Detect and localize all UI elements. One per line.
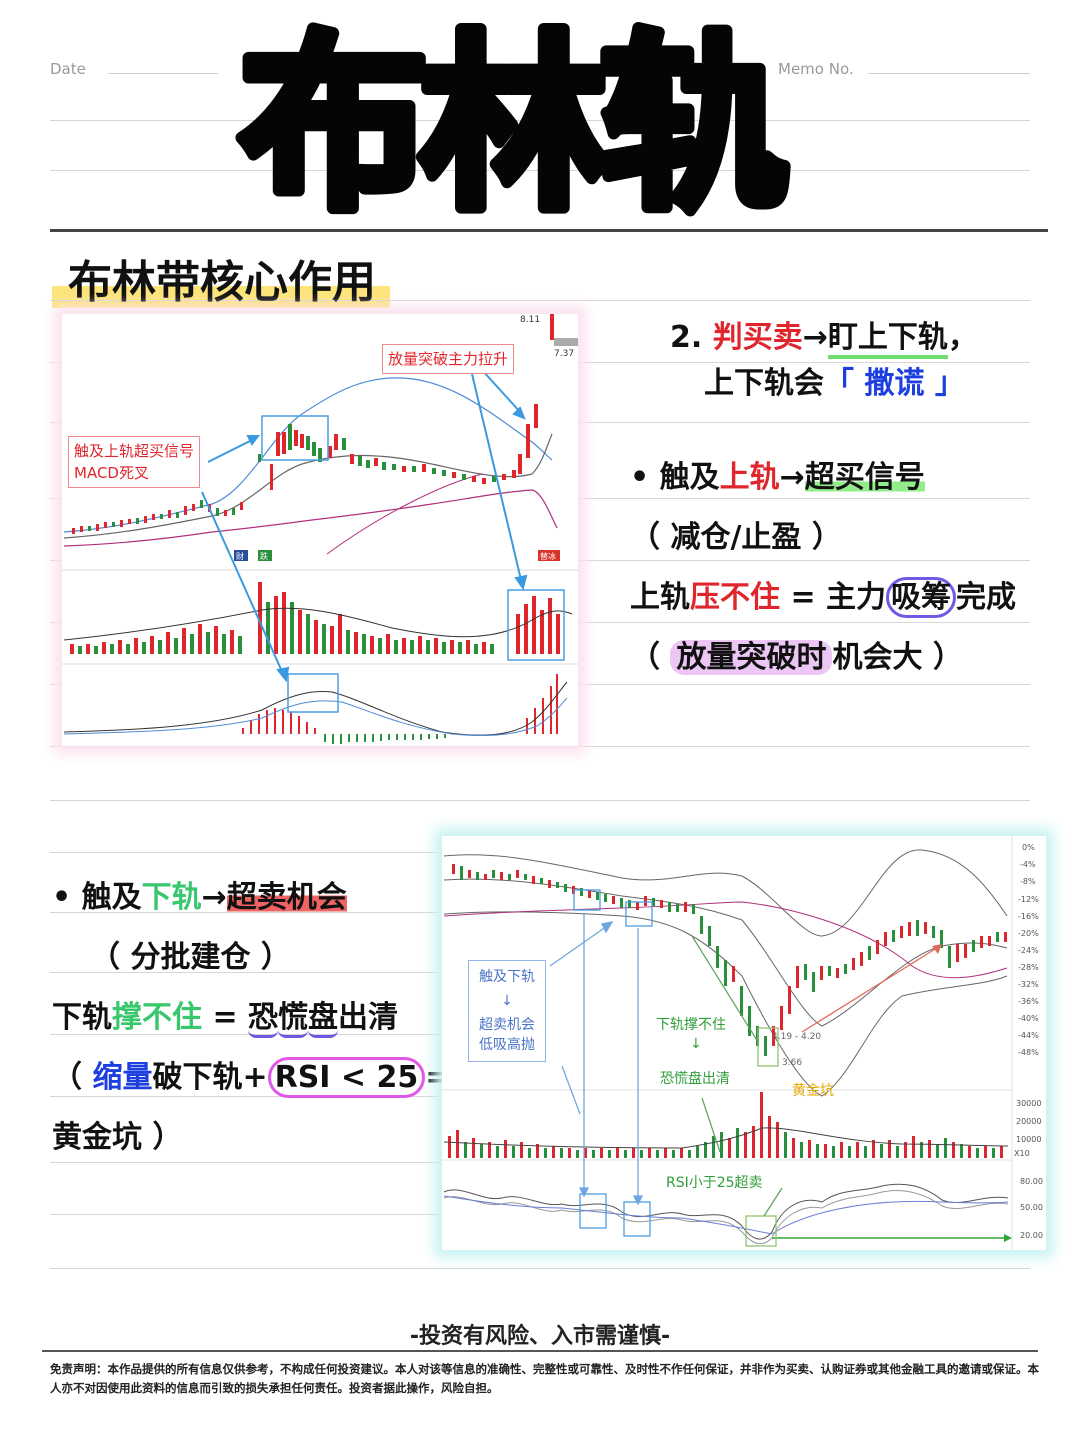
ma-line: [326, 473, 483, 555]
ma-line-2: [443, 901, 1008, 979]
lower-touch-box-2: [625, 901, 653, 927]
tag-3: 替冰: [540, 551, 556, 561]
lower-paren: （ 分批建仓 ）: [90, 940, 291, 975]
gold-pit-label: 黄金坑: [792, 1083, 834, 1099]
lower-line3: 下轨撑不住 = 恐慌盘出清: [52, 992, 398, 1038]
rsi-tick: 20.00: [1020, 1231, 1043, 1240]
risk-slogan: -投资有风险、入市需谨慎-: [409, 1324, 671, 1349]
pct-tick: -44%: [1018, 1031, 1039, 1040]
notebook-rule: [50, 170, 1030, 171]
page-title: 布林轨: [234, 12, 799, 222]
pct-tick: -36%: [1018, 997, 1039, 1006]
upper-touch-box: [261, 415, 329, 461]
chart1-anno-line2: MACD死叉: [74, 464, 149, 482]
macd-box: [287, 673, 339, 713]
pct-tick: -16%: [1018, 912, 1039, 921]
price-high-label: 8.11: [520, 315, 540, 325]
memo-line: [868, 73, 1030, 74]
footer-divider: [42, 1350, 1038, 1352]
title-divider: [50, 229, 1048, 232]
upper-paren: （ 减仓/止盈 ）: [630, 520, 842, 555]
upper-bullet: • 触及上轨→超买信号: [630, 460, 925, 495]
notebook-rule: [50, 120, 1030, 121]
price-low-label: 7.37: [554, 349, 574, 359]
rsi-tick: 50.00: [1020, 1203, 1043, 1212]
pct-tick: 0%: [1022, 843, 1035, 852]
date-line: [108, 73, 218, 74]
bollinger-chart-upper-band: 8.11 7.37 财 跌 替冰: [62, 314, 578, 746]
notebook-rule: [50, 1268, 1030, 1269]
chart1-left-annotation: 触及上轨超买信号 MACD死叉: [68, 436, 201, 488]
notebook-rule: [50, 800, 1030, 801]
pct-tick: -12%: [1018, 895, 1039, 904]
tag-1: 财: [236, 551, 244, 561]
lower-bullet: • 触及下轨→超卖机会: [52, 880, 347, 915]
chart2-anno-line1: 触及下轨: [479, 969, 535, 985]
chart2-anno-arrow: ↓: [501, 993, 513, 1009]
lower-line5: 黄金坑 ）: [52, 1120, 183, 1155]
chart1-anno-line1: 触及上轨超买信号: [74, 442, 195, 460]
tag-2: 跌: [260, 551, 268, 561]
section-title: 布林带核心作用: [52, 246, 390, 310]
volume-ma: [63, 607, 573, 641]
pct-tick: -32%: [1018, 980, 1039, 989]
pct-tick: -48%: [1018, 1048, 1039, 1057]
candles: [72, 314, 554, 534]
pct-tick: -28%: [1018, 963, 1039, 972]
gold-pit-box: [757, 1027, 779, 1067]
bollinger-chart-lower-band: 0% -4% -8% -12% -16% -20% -24% -28% -32%…: [442, 836, 1046, 1250]
low-price-label: 3.66: [782, 1058, 803, 1068]
chart1-top-annotation: 放量突破主力拉升: [382, 344, 515, 374]
break-label-1: 下轨撑不住: [656, 1017, 726, 1033]
disclaimer: 免责声明：本作品提供的所有信息仅供参考，不构成任何投资建议。本人对该等信息的准确…: [50, 1362, 1039, 1395]
point-2-line2: 上下轨会「 撒谎 」: [704, 366, 965, 401]
chart2-anno-line3: 低吸高抛: [479, 1037, 535, 1053]
upper-line6: （ 放量突破时 机会大 ）: [630, 640, 963, 675]
lower-line4: （ 缩量破下轨+ RSI < 25 =: [52, 1052, 450, 1098]
date-label: Date: [50, 60, 86, 78]
pct-axis: 0% -4% -8% -12% -16% -20% -24% -28% -32%…: [1014, 843, 1043, 1240]
macd-bars: [242, 674, 558, 744]
chart2-anno-line2: 超卖机会: [479, 1017, 535, 1033]
section-title-text: 布林带核心作用: [68, 257, 376, 308]
date-range-label: 4.19 - 4.20: [772, 1032, 822, 1042]
pct-tick: -24%: [1018, 946, 1039, 955]
page-title-text: 布林轨: [240, 16, 785, 222]
pct-tick: -4%: [1020, 860, 1036, 869]
rsi-tick: 80.00: [1020, 1177, 1043, 1186]
lower-band: [63, 489, 558, 547]
upper-band-2: [443, 849, 1008, 937]
point-2-line1: 2. 判买卖→盯上下轨，: [670, 312, 978, 359]
rsi-label: RSI小于25超卖: [666, 1175, 763, 1191]
volume-bars: [70, 582, 560, 654]
notebook-rule: [50, 746, 1030, 747]
middle-band: [63, 433, 553, 539]
macd-dif: [63, 681, 568, 736]
lower-band-2: [443, 911, 1008, 1097]
lower-touch-box-1: [573, 889, 601, 911]
notebook-rule: [50, 300, 1030, 301]
pct-tick: -40%: [1018, 1014, 1039, 1023]
pct-tick: -8%: [1020, 877, 1036, 886]
vol-tick: 10000: [1016, 1135, 1041, 1144]
volume-bars-2: [448, 1092, 1003, 1158]
macd-dea: [63, 697, 568, 737]
upper-line5: 上轨压不住 = 主力 吸筹 完成: [630, 572, 1016, 618]
vol-tick: 30000: [1016, 1099, 1041, 1108]
chart2-left-annotation: 触及下轨 ↓ 超卖机会 低吸高抛: [468, 960, 546, 1062]
chart2-svg: 0% -4% -8% -12% -16% -20% -24% -28% -32%…: [442, 836, 1043, 1250]
break-label-arrow: ↓: [690, 1036, 702, 1052]
vol-tick: 20000: [1016, 1117, 1041, 1126]
pct-tick: -20%: [1018, 929, 1039, 938]
memo-label: Memo No.: [778, 60, 854, 78]
chart1-svg: 8.11 7.37 财 跌 替冰: [62, 314, 578, 744]
break-label-2: 恐慌盘出清: [660, 1071, 730, 1087]
vol-tick: X10: [1014, 1149, 1030, 1158]
volume-box: [507, 589, 565, 661]
